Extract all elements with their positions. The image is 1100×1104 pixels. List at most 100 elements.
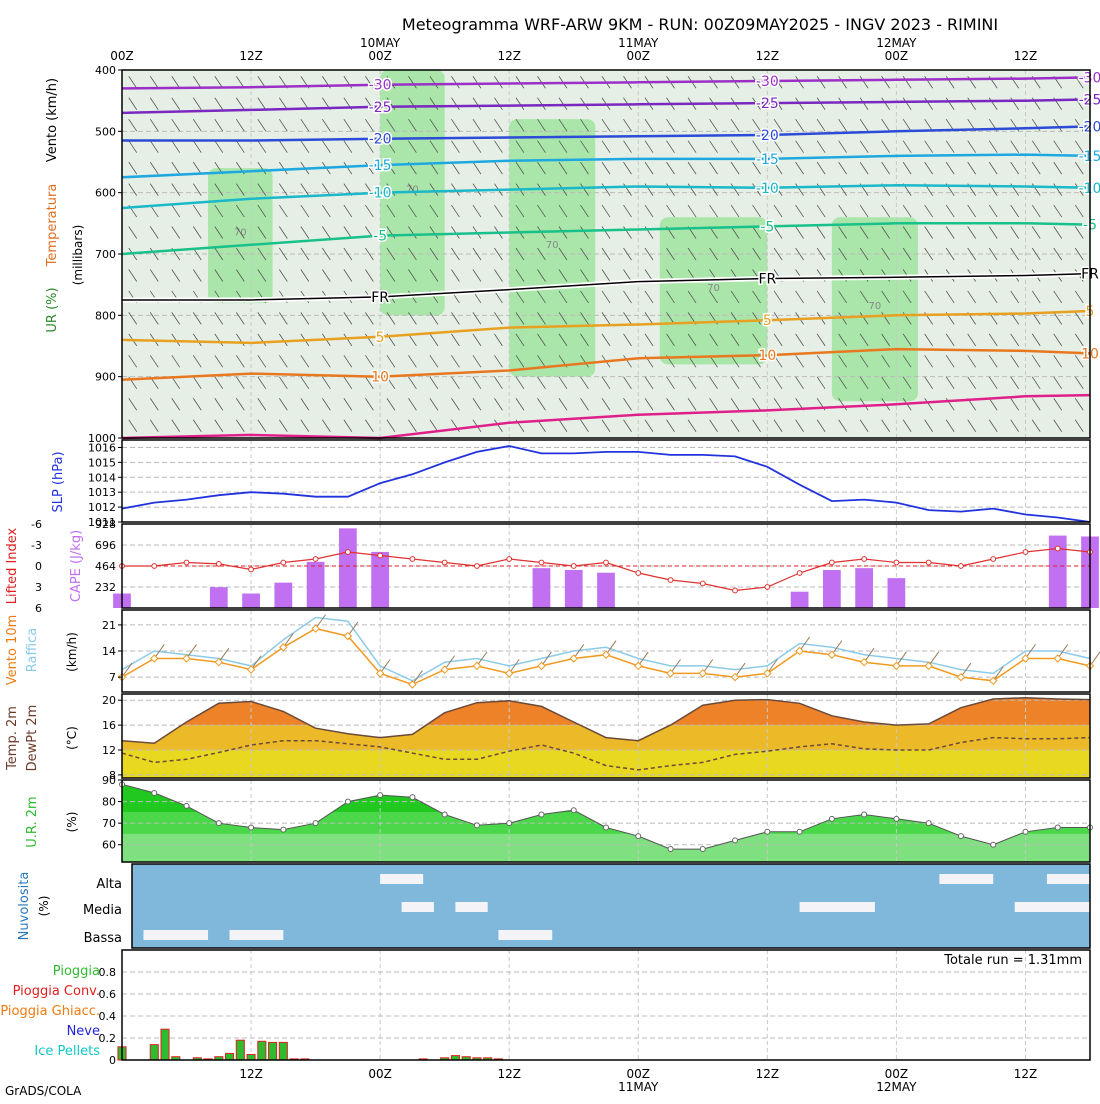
wind-barb [149,355,159,368]
wind-barb [214,269,224,282]
rh-point [248,824,255,831]
wind-barb [1010,161,1020,175]
wind-barb [365,419,374,432]
wind-point [666,669,675,678]
wind-barb [386,140,396,153]
wind-barb [881,226,890,239]
wind-barb [967,355,977,368]
wind-barb [537,333,546,347]
wind-point [504,669,514,678]
wind-barb [666,161,675,175]
time-tick-label: 00Z [368,49,392,63]
wind-barb [795,376,804,390]
wind-barb [515,118,525,132]
wind-barb [386,355,396,368]
wind-barb [214,204,224,218]
wind-barb [192,97,202,110]
wind-barb [773,118,783,132]
wind-barb [1010,247,1020,261]
wind-barb [429,76,439,89]
rh-point [1022,828,1029,835]
wind-barb [235,355,245,368]
wind-barb [537,355,546,368]
cape-tick-label: 464 [95,560,116,573]
wind-barb [365,333,374,347]
wind-barb [601,140,611,153]
lifted-index-point [828,559,835,566]
wind-barb [709,183,718,196]
wind-barb [795,290,804,304]
wind-barb [795,118,804,132]
wind-barb [795,76,804,89]
wind-barb [494,269,503,282]
wind-barb [171,398,181,411]
precip-legend-item: Pioggia Ghiacc. [0,1004,100,1019]
wind-barb [1053,226,1063,239]
wind-barb [171,355,181,368]
wind-barb [429,398,439,411]
wind-barb [515,355,525,368]
wind-barb [451,140,460,153]
dewpoint-axis-label: DewPt 2m [25,705,40,772]
wind-barb [945,290,955,304]
wind-barb [1074,161,1084,175]
dewpoint-line [121,736,1091,771]
wind-barb [859,398,869,411]
wind-barb [1031,226,1041,239]
lifted-index-point [764,584,771,590]
time-tick-label: 00Z [110,49,134,63]
lifted-index-point [506,556,513,562]
isotherm-label: -5 [760,219,774,235]
wind-barb [515,97,525,110]
precip-legend-item: Ice Pellets [34,1044,100,1059]
wind-barb [902,355,912,368]
wind-barb [429,204,439,218]
wind-barb [235,398,245,411]
wind-barb [1074,419,1084,432]
time-tick-label: 12Z [497,1067,521,1081]
wind-barb [235,118,245,132]
cloud-cover-block [799,902,875,912]
wind-barb [623,161,632,175]
cape-bar [242,593,260,608]
wind-barb [300,312,310,325]
wind-barb [687,376,697,390]
cape-tick-label: 232 [95,581,116,594]
wind-barb [859,312,869,325]
cape-axis-label: CAPE (J/kg) [69,530,84,602]
wind-barb [214,247,224,261]
cloud-units-label: (%) [37,896,51,917]
wind-barb [709,419,718,432]
wind-barb [623,312,632,325]
temperature-panel: 8 12 16 20 Temp. 2m DewPt 2m (°C) [5,693,1091,782]
wind-barb [924,118,933,132]
lifted-index-point [377,552,384,559]
wind-barb [816,376,826,390]
humidity-label: 70 [707,283,720,294]
rh-band [122,784,1090,813]
wind-barb [429,419,439,432]
precip-bar [160,1028,170,1061]
wind-barb [235,269,245,282]
wind-barb [1074,290,1084,304]
wind-barb [386,204,396,218]
wind-barb [365,140,374,153]
precip-bar [257,1040,267,1061]
rh-point [344,798,351,805]
isotherm-label: -10 [756,181,779,197]
wind-barb [623,247,632,261]
rh-units-label: (%) [65,812,79,833]
wind-barb [515,376,525,390]
wind-barb [300,118,310,132]
wind-barb [859,97,869,110]
wind-barb [494,140,503,153]
wind-barb [171,183,181,196]
wind-barb [558,161,568,175]
wind-barb [945,247,955,261]
isotherm-line [121,184,1091,210]
wind-barb [494,118,503,132]
wind-barb [838,290,847,304]
wind-barb [1053,355,1063,368]
wind-barb [902,76,912,89]
